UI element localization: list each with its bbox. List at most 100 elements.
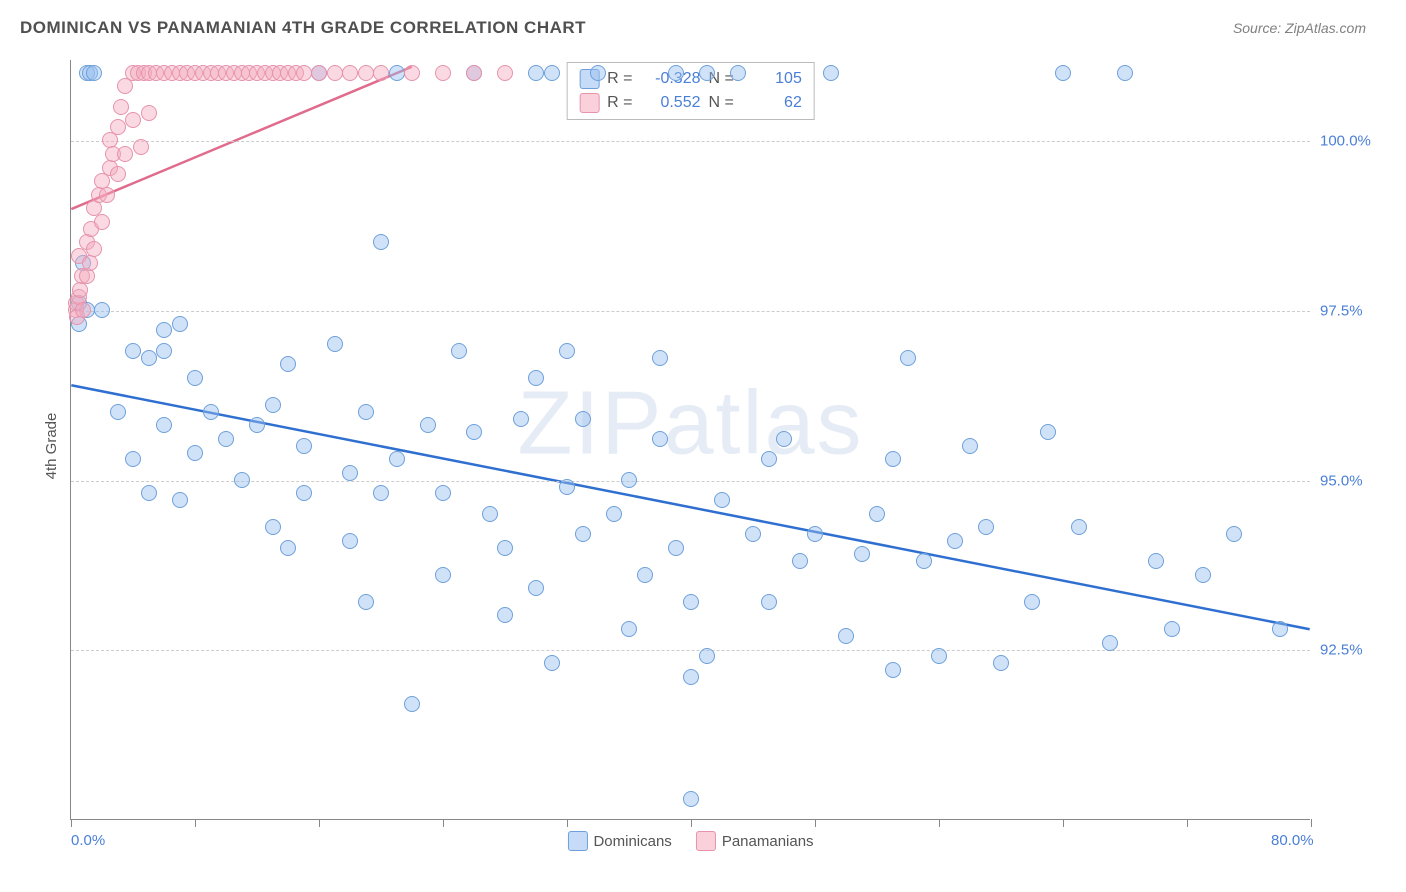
data-point xyxy=(94,302,110,318)
data-point xyxy=(730,65,746,81)
data-point xyxy=(528,65,544,81)
data-point xyxy=(699,648,715,664)
data-point xyxy=(745,526,761,542)
data-point xyxy=(296,65,312,81)
data-point xyxy=(962,438,978,454)
data-point xyxy=(606,506,622,522)
data-point xyxy=(172,492,188,508)
data-point xyxy=(113,99,129,115)
data-point xyxy=(296,485,312,501)
legend-row-dominicans: R = -0.328 N = 105 xyxy=(579,67,802,91)
data-point xyxy=(79,268,95,284)
data-point xyxy=(1102,635,1118,651)
legend-item-dominicans: Dominicans xyxy=(567,831,671,851)
gridline-h xyxy=(71,481,1310,482)
x-axis-label: 0.0% xyxy=(71,832,105,849)
data-point xyxy=(358,65,374,81)
data-point xyxy=(1024,594,1040,610)
data-point xyxy=(683,669,699,685)
data-point xyxy=(978,519,994,535)
y-tick-label: 100.0% xyxy=(1320,133,1390,150)
data-point xyxy=(187,445,203,461)
data-point xyxy=(900,350,916,366)
data-point xyxy=(807,526,823,542)
data-point xyxy=(621,472,637,488)
data-point xyxy=(141,350,157,366)
data-point xyxy=(668,540,684,556)
data-point xyxy=(172,316,188,332)
data-point xyxy=(435,567,451,583)
data-point xyxy=(575,411,591,427)
data-point xyxy=(280,356,296,372)
x-tick xyxy=(319,819,320,827)
data-point xyxy=(683,594,699,610)
data-point xyxy=(125,112,141,128)
data-point xyxy=(652,350,668,366)
data-point xyxy=(156,343,172,359)
trend-lines-layer xyxy=(71,60,1310,819)
x-tick xyxy=(195,819,196,827)
data-point xyxy=(559,479,575,495)
r-label: R = xyxy=(607,70,632,88)
x-tick xyxy=(71,819,72,827)
data-point xyxy=(117,78,133,94)
data-point xyxy=(885,662,901,678)
data-point xyxy=(141,105,157,121)
data-point xyxy=(699,65,715,81)
data-point xyxy=(513,411,529,427)
data-point xyxy=(497,65,513,81)
data-point xyxy=(854,546,870,562)
data-point xyxy=(280,540,296,556)
data-point xyxy=(1148,553,1164,569)
data-point xyxy=(373,234,389,250)
data-point xyxy=(389,451,405,467)
data-point xyxy=(1117,65,1133,81)
data-point xyxy=(117,146,133,162)
data-point xyxy=(993,655,1009,671)
data-point xyxy=(761,451,777,467)
data-point xyxy=(86,65,102,81)
data-point xyxy=(838,628,854,644)
data-point xyxy=(466,424,482,440)
data-point xyxy=(373,485,389,501)
data-point xyxy=(311,65,327,81)
data-point xyxy=(110,119,126,135)
data-point xyxy=(497,607,513,623)
source-attribution: Source: ZipAtlas.com xyxy=(1233,20,1366,36)
series-legend: Dominicans Panamanians xyxy=(567,831,813,851)
data-point xyxy=(373,65,389,81)
x-axis-label: 80.0% xyxy=(1271,832,1314,849)
legend-row-panamanians: R = 0.552 N = 62 xyxy=(579,91,802,115)
n-label: N = xyxy=(709,94,734,112)
data-point xyxy=(389,65,405,81)
data-point xyxy=(358,404,374,420)
r-label: R = xyxy=(607,94,632,112)
data-point xyxy=(420,417,436,433)
data-point xyxy=(342,65,358,81)
data-point xyxy=(94,214,110,230)
data-point xyxy=(141,485,157,501)
n-value-dominicans: 105 xyxy=(742,70,802,88)
data-point xyxy=(110,404,126,420)
data-point xyxy=(559,343,575,359)
y-tick-label: 95.0% xyxy=(1320,472,1390,489)
data-point xyxy=(621,621,637,637)
data-point xyxy=(1055,65,1071,81)
data-point xyxy=(125,343,141,359)
data-point xyxy=(342,465,358,481)
x-tick xyxy=(1187,819,1188,827)
n-value-panamanians: 62 xyxy=(742,94,802,112)
correlation-chart: DOMINICAN VS PANAMANIAN 4TH GRADE CORREL… xyxy=(10,10,1396,882)
swatch-panamanians xyxy=(579,93,599,113)
data-point xyxy=(156,417,172,433)
plot-area: ZIPatlas R = -0.328 N = 105 R = 0.552 N … xyxy=(70,60,1310,820)
data-point xyxy=(916,553,932,569)
gridline-h xyxy=(71,311,1310,312)
x-tick xyxy=(939,819,940,827)
data-point xyxy=(249,417,265,433)
y-tick-label: 92.5% xyxy=(1320,642,1390,659)
x-tick xyxy=(567,819,568,827)
data-point xyxy=(265,397,281,413)
data-point xyxy=(590,65,606,81)
data-point xyxy=(234,472,250,488)
